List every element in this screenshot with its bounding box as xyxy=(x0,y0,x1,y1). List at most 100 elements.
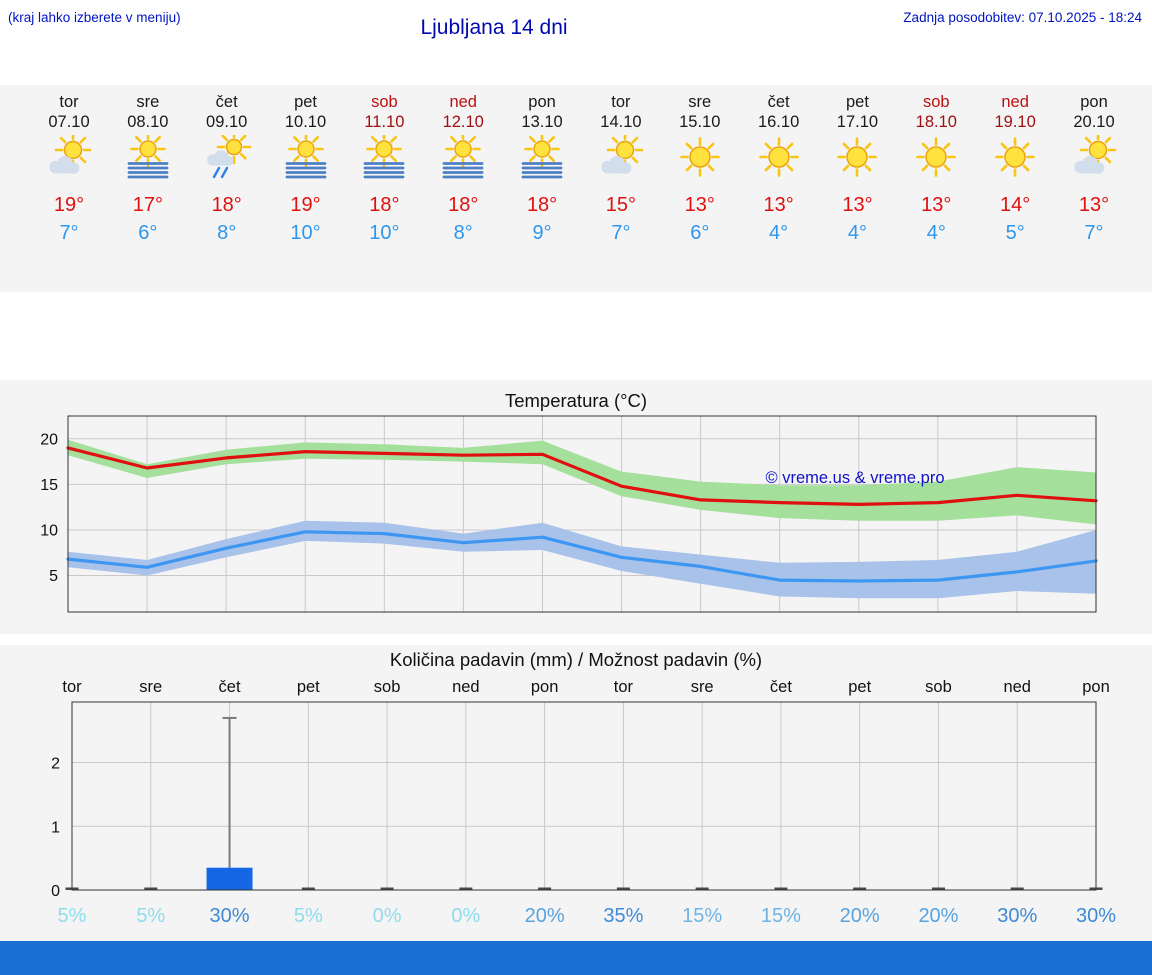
plot-border xyxy=(71,701,1097,891)
day-low-temp: 4° xyxy=(847,222,868,244)
forecast-day-10.10: pet 10.10 19° 10° xyxy=(266,85,346,245)
day-high-temp: 18° xyxy=(526,194,558,216)
day-low-temp: 6° xyxy=(690,222,710,244)
sun-fog-icon xyxy=(280,131,332,181)
day-name: ned xyxy=(1001,93,1029,111)
zero-precip-mark xyxy=(853,887,867,890)
precip-day-label: sre xyxy=(691,678,714,696)
forecast-day-07.10: tor 07.10 19° 7° xyxy=(29,85,109,245)
day-name: pet xyxy=(845,93,869,111)
zero-precip-mark xyxy=(695,887,709,890)
zero-precip-mark xyxy=(774,887,788,890)
precip-day-label: čet xyxy=(219,678,241,696)
day-high-temp: 13° xyxy=(684,194,715,216)
sun-icon xyxy=(910,135,962,181)
y-tick-label: 2 xyxy=(51,756,60,773)
high-temp-line xyxy=(66,446,1098,507)
day-low-temp: 7° xyxy=(1084,222,1104,244)
day-high-temp: 19° xyxy=(290,194,321,216)
precipitation-section-background xyxy=(0,645,1152,941)
y-tick-label: 10 xyxy=(40,522,58,539)
precip-probability-label: 30% xyxy=(210,905,250,927)
day-name: ned xyxy=(449,93,477,111)
sun-icon xyxy=(831,135,883,181)
precip-day-label: pet xyxy=(848,678,871,696)
y-tick-label: 15 xyxy=(40,477,58,494)
day-high-temp: 13° xyxy=(763,194,794,216)
day-date: 16.10 xyxy=(757,113,800,131)
day-high-temp: 18° xyxy=(211,194,242,216)
y-tick-label: 20 xyxy=(40,431,58,448)
y-tick-label: 5 xyxy=(49,568,58,585)
precip-probability-label: 20% xyxy=(840,905,880,927)
temperature-chart: 5 10 15 20 © vreme.us & vreme.pro xyxy=(40,415,1098,613)
forecast-day-20.10: pon 20.10 13° 7° xyxy=(1054,85,1134,245)
precip-day-label: ned xyxy=(1003,678,1031,696)
precip-chart-title: Količina padavin (mm) / Možnost padavin … xyxy=(389,649,763,670)
day-low-temp: 6° xyxy=(138,222,158,244)
day-low-temp: 4° xyxy=(769,222,789,244)
forecast-day-16.10: čet 16.10 13° 4° xyxy=(739,85,819,245)
precip-bar xyxy=(206,867,253,890)
sun-fog-icon xyxy=(437,131,489,181)
precip-day-label: sob xyxy=(925,678,952,696)
temperature-chart-title: Temperatura (°C) xyxy=(504,390,648,411)
footer-bar xyxy=(0,941,1152,975)
last-updated: Zadnja posodobitev: 07.10.2025 - 18:24 xyxy=(903,10,1142,25)
day-date: 14.10 xyxy=(600,113,642,131)
precip-probability-label: 0% xyxy=(373,905,402,927)
day-date: 17.10 xyxy=(836,113,879,131)
day-name: sob xyxy=(371,93,398,111)
day-low-temp: 8° xyxy=(217,222,237,244)
precip-probability-label: 30% xyxy=(997,905,1037,927)
day-date: 15.10 xyxy=(679,113,721,131)
zero-precip-mark xyxy=(1010,887,1024,890)
sun-cloud-icon xyxy=(43,131,95,181)
day-name: tor xyxy=(59,93,79,111)
day-date: 10.10 xyxy=(284,113,327,131)
zero-precip-mark xyxy=(380,887,394,890)
precip-day-label: ned xyxy=(452,678,480,696)
zero-precip-mark xyxy=(931,887,945,890)
precip-day-label: sob xyxy=(374,678,401,696)
day-date: 11.10 xyxy=(364,113,405,131)
low-temp-band xyxy=(68,520,1096,599)
day-low-temp: 7° xyxy=(59,222,79,244)
precip-day-label: pon xyxy=(1082,678,1110,696)
forecast-strip-background xyxy=(0,85,1152,292)
zero-precip-mark xyxy=(144,887,158,890)
precip-day-label: pet xyxy=(297,678,320,696)
forecast-day-14.10: tor 14.10 15° 7° xyxy=(581,85,661,245)
precip-probability-label: 15% xyxy=(761,905,801,927)
forecast-day-13.10: pon 13.10 18° 9° xyxy=(502,85,582,245)
day-low-temp: 4° xyxy=(926,222,946,244)
precip-day-label: čet xyxy=(770,678,792,696)
precip-day-label: tor xyxy=(614,678,634,696)
day-name: sob xyxy=(922,93,950,111)
day-high-temp: 17° xyxy=(132,194,163,216)
day-high-temp: 18° xyxy=(369,194,400,216)
day-name: čet xyxy=(767,93,790,111)
watermark: © vreme.us & vreme.pro xyxy=(765,469,944,487)
day-name: čet xyxy=(215,93,238,111)
forecast-day-09.10: čet 09.10 18° 8° xyxy=(187,85,267,245)
forecast-day-18.10: sob 18.10 13° 4° xyxy=(896,85,976,245)
day-high-temp: 13° xyxy=(1078,194,1110,216)
y-tick-label: 1 xyxy=(51,819,60,836)
day-high-temp: 14° xyxy=(1000,194,1031,216)
sun-cloud-icon xyxy=(1068,131,1120,181)
zero-precip-mark xyxy=(538,887,552,890)
precip-day-label: sre xyxy=(139,678,162,696)
page-title: Ljubljana 14 dni xyxy=(420,16,568,39)
precipitation-chart: tor sre čet pet sob ned pon tor sre čet pet sob ned p… xyxy=(51,678,1116,927)
day-date: 18.10 xyxy=(915,113,957,131)
precip-probability-label: 20% xyxy=(918,905,958,927)
day-date: 08.10 xyxy=(127,113,169,131)
day-high-temp: 13° xyxy=(921,194,952,216)
forecast-day-19.10: ned 19.10 14° 5° xyxy=(975,85,1055,245)
sun-fog-icon xyxy=(516,131,568,181)
day-date: 12.10 xyxy=(442,113,484,131)
day-date: 20.10 xyxy=(1073,113,1115,131)
precip-day-label: pon xyxy=(531,678,559,696)
